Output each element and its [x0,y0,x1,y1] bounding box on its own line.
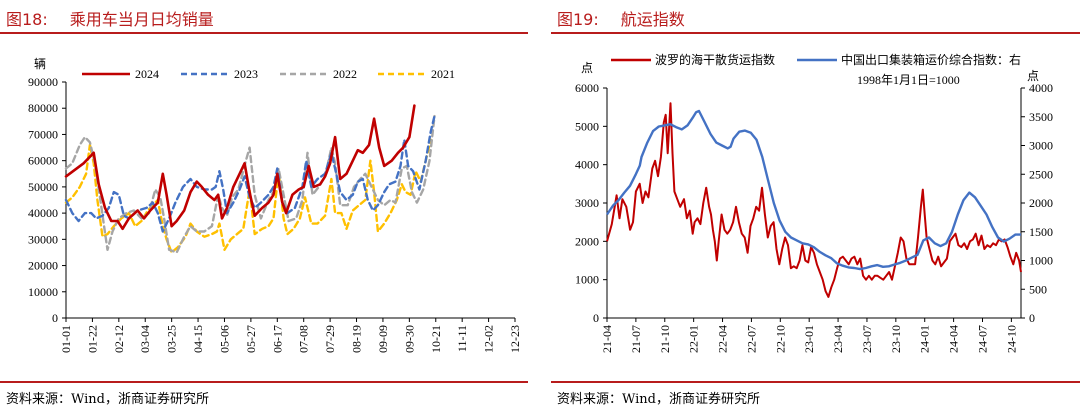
figure-18-source: 资料来源：Wind，浙商证券研究所 [6,392,209,407]
x-tick-label: 21-07 [629,325,643,353]
y-tick-label: 20000 [28,259,58,273]
legend-label-bdi: 波罗的海干散货运指数 [655,52,775,67]
x-tick-label: 22-01 [687,325,701,353]
y-tick-label: 60000 [28,154,58,168]
figure-18-name: 乘用车当月日均销量 [69,10,214,29]
x-tick-label: 01-01 [59,325,73,353]
x-tick-label: 09-30 [402,325,416,353]
x-tick-label: 02-12 [112,325,126,353]
figure-18-number: 图18: [6,10,48,29]
left-y-tick-label: 5000 [575,119,599,133]
x-tick-label: 10-21 [429,325,443,353]
left-y-unit-label: 点 [581,61,593,75]
x-tick-label: 07-08 [297,325,311,353]
x-tick-label: 23-10 [889,325,903,353]
legend-label-ccfi-base: 1998年1月1日=1000 [857,73,960,87]
figure-18-title: 图18: 乘用车当月日均销量 [6,6,214,30]
series-line-2023 [64,114,436,233]
right-y-tick-label: 0 [1029,311,1035,325]
x-tick-label: 03-04 [138,325,152,353]
right-y-tick-label: 3500 [1029,110,1053,124]
x-tick-label: 24-04 [947,325,961,353]
y-tick-label: 0 [52,311,58,325]
x-tick-label: 23-04 [831,325,845,353]
right-y-tick-label: 2500 [1029,167,1053,181]
right-y-tick-label: 3000 [1029,139,1053,153]
right-y-unit-label: 点 [1027,69,1039,83]
left-y-tick-label: 1000 [575,273,599,287]
series-line-2022 [64,114,436,254]
x-tick-label: 01-22 [85,325,99,353]
x-tick-label: 23-01 [802,325,816,353]
shipping-index-chart: 点点01000200030004000500060000500100015002… [575,52,1053,353]
figure-19-bottom-rule [551,381,1080,383]
right-y-tick-label: 1500 [1029,225,1053,239]
figure-19-title: 图19: 航运指数 [557,6,685,30]
x-tick-label: 24-07 [975,325,989,353]
figure-18-bottom-rule [0,381,528,383]
series-line-bdi [606,102,1022,298]
x-tick-label: 05-27 [244,325,258,353]
figure-18-top-rule [0,32,528,34]
car-sales-chart: 辆 0 10000 20000 30000 40000 50000 60000 70000 800… [28,57,522,353]
legend-label-2023: 2023 [234,67,258,81]
right-y-tick-label: 500 [1029,282,1047,296]
x-tick-label: 08-19 [350,325,364,353]
legend-label-ccfi: 中国出口集装箱运价综合指数：右 [841,52,1021,67]
series-line-2024 [64,104,416,231]
x-tick-label: 12-23 [508,325,522,353]
y-tick-label: 10000 [28,285,58,299]
x-tick-label: 24-01 [918,325,932,353]
x-tick-label: 23-07 [860,325,874,353]
x-tick-label: 22-10 [773,325,787,353]
x-tick-label: 05-06 [217,325,231,353]
x-tick-label: 22-04 [716,325,730,353]
y-tick-label: 70000 [28,127,58,141]
y-tick-label: 50000 [28,180,58,194]
series-line-ccfi [606,109,1021,271]
y-axis-unit-label: 辆 [34,57,46,71]
legend-label-2022: 2022 [333,67,357,81]
x-tick-label: 04-15 [191,325,205,353]
figure-18-panel: 图18: 乘用车当月日均销量 辆 0 10000 20000 30000 40000 5000… [0,0,528,413]
left-y-tick-label: 2000 [575,234,599,248]
x-tick-label: 11-11 [455,325,469,352]
figure-19-source: 资料来源：Wind，浙商证券研究所 [557,392,760,407]
left-y-tick-label: 3000 [575,196,599,210]
left-y-tick-label: 6000 [575,81,599,95]
figure-19-name: 航运指数 [620,10,685,29]
legend-label-2021: 2021 [431,67,455,81]
figure-19-panel: 图19: 航运指数 点点 0 1000 2000 3000 4000 5000 6000 0 500… [551,0,1080,413]
x-tick-label: 07-29 [323,325,337,353]
figure-19-number: 图19: [557,10,599,29]
y-tick-label: 30000 [28,232,58,246]
y-tick-label: 80000 [28,101,58,115]
y-tick-label: 90000 [28,75,58,89]
left-y-tick-label: 4000 [575,158,599,172]
y-tick-label: 40000 [28,206,58,220]
x-tick-label: 21-10 [658,325,672,353]
x-tick-label: 22-07 [744,325,758,353]
x-tick-label: 09-09 [376,325,390,353]
x-tick-label: 06-17 [270,325,284,353]
x-tick-label: 24-10 [1004,325,1018,353]
right-y-tick-label: 4000 [1029,81,1053,95]
legend-label-2024: 2024 [135,67,159,81]
right-y-tick-label: 2000 [1029,196,1053,210]
figure-19-top-rule [551,32,1080,34]
x-tick-label: 12-02 [482,325,496,353]
x-tick-label: 21-04 [600,325,614,353]
right-y-tick-label: 1000 [1029,254,1053,268]
x-tick-label: 03-25 [165,325,179,353]
left-y-tick-label: 0 [593,311,599,325]
